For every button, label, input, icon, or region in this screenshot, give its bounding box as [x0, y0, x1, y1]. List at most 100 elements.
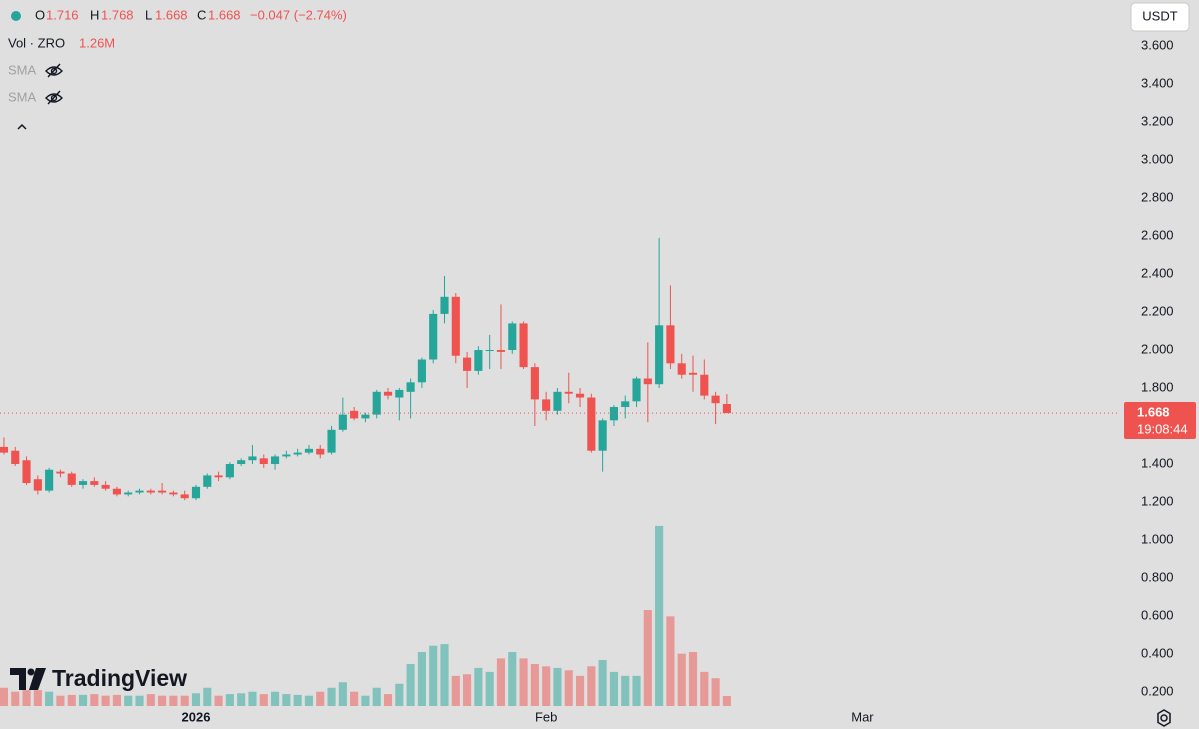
volume-bar [542, 666, 551, 706]
volume-value: 1.26M [79, 35, 115, 50]
low-value: 1.668 [155, 7, 188, 22]
y-tick-label: 1.800 [1141, 379, 1174, 394]
volume-bar [22, 690, 31, 706]
candle-body [22, 460, 31, 484]
y-tick-label: 3.400 [1141, 75, 1174, 90]
candle-body [33, 479, 42, 491]
volume-bar [677, 653, 686, 706]
volume-bar [417, 652, 426, 706]
volume-bar [451, 675, 460, 706]
candle-body [575, 393, 585, 398]
candle-body [474, 350, 483, 371]
brand-name: TradingView [52, 665, 187, 691]
collapse-button[interactable] [17, 123, 27, 130]
candle-body [530, 367, 539, 400]
volume-bar [496, 658, 506, 706]
candle-body [327, 429, 336, 453]
y-tick-label: 0.400 [1141, 645, 1174, 660]
price-axis: 3.600 3.400 3.200 3.000 2.800 2.600 2.400 2.200… [182, 37, 1174, 724]
indicator[interactable]: SMA [8, 62, 37, 77]
x-tick-label: Feb [535, 709, 557, 724]
x-tick-label: Mar [851, 709, 874, 724]
volume-bar [304, 695, 314, 706]
volume-bar [361, 695, 370, 706]
candle-body [0, 446, 9, 453]
candle-body [372, 391, 381, 415]
indicator[interactable]: SMA [8, 89, 37, 104]
candle-body [463, 357, 472, 371]
volume-bar [350, 691, 359, 706]
volume-bar [575, 675, 585, 706]
hide-icon[interactable] [45, 63, 63, 78]
volume-bar [338, 682, 347, 706]
volume-bar [609, 671, 619, 706]
candle-body [191, 486, 201, 499]
settings-button[interactable] [1157, 709, 1171, 727]
volume-bar [440, 644, 449, 706]
last-price: 1.668 [1137, 404, 1170, 419]
open-value: 1.716 [46, 7, 79, 22]
volume-bar [327, 687, 336, 706]
close-value: 1.668 [208, 7, 241, 22]
candle-body [564, 391, 573, 394]
volume-bar [429, 645, 438, 706]
candle-body [440, 296, 449, 314]
candle-body [316, 448, 325, 455]
volume-bar [474, 667, 483, 706]
candle-body [203, 475, 212, 487]
y-tick-label: 1.200 [1141, 493, 1174, 508]
y-tick-label: 3.200 [1141, 113, 1174, 128]
volume-title: Vol · ZRO [8, 35, 65, 50]
candle-body [598, 420, 607, 451]
volume-bar [700, 671, 709, 706]
candle-body [700, 374, 709, 396]
candle-body [101, 484, 110, 489]
candle-body [180, 494, 189, 499]
candle-body [711, 395, 720, 404]
volume-bar [0, 687, 9, 706]
candle-body [225, 464, 234, 478]
volume-bar [146, 694, 155, 706]
volume-bar [508, 652, 517, 706]
hide-icon[interactable] [45, 90, 63, 105]
volume-bar [90, 694, 99, 706]
volume-bar [135, 695, 144, 706]
y-tick-label: 0.200 [1141, 683, 1174, 698]
low-label: L [145, 7, 152, 22]
candle-body [56, 471, 65, 474]
candle-body [722, 403, 731, 414]
candle-body [383, 391, 393, 396]
volume-bar [237, 693, 246, 706]
candle-body [508, 323, 517, 351]
y-tick-label: 2.400 [1141, 265, 1174, 280]
y-tick-label: 1.000 [1141, 531, 1174, 546]
volume-bar [214, 695, 223, 706]
volume-bar [45, 691, 54, 706]
candle-body [621, 401, 630, 408]
currency-button[interactable] [1130, 2, 1190, 32]
candle-body [587, 397, 596, 451]
candle-body [146, 490, 155, 493]
candle-body [688, 372, 698, 375]
candle-body [429, 313, 438, 360]
volume-bar [248, 691, 257, 706]
candle-body [214, 475, 223, 478]
volume-bar [56, 695, 65, 706]
volume-layer [0, 525, 731, 706]
volume-bar [711, 678, 720, 706]
candle-body [417, 359, 426, 383]
volume-bar [395, 683, 404, 706]
candle-body [270, 456, 280, 465]
volume-bar [406, 663, 415, 706]
volume-bar [124, 695, 133, 706]
volume-bar [282, 694, 291, 706]
candle-body [90, 481, 99, 485]
volume-bar [101, 695, 110, 706]
volume-bar [33, 690, 42, 706]
candle-body [282, 454, 291, 457]
volume-bar [180, 695, 189, 706]
volume-bar [519, 658, 528, 706]
volume-bar [158, 695, 167, 706]
candle-body [451, 296, 460, 356]
currency-label: USDT [1142, 8, 1177, 23]
